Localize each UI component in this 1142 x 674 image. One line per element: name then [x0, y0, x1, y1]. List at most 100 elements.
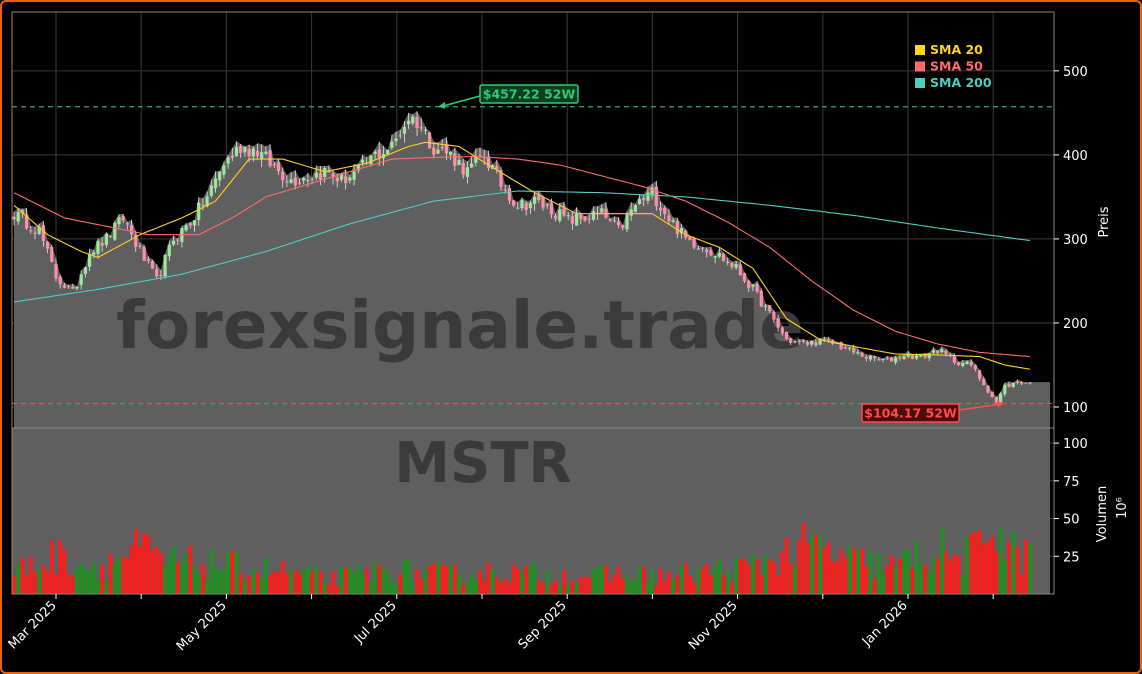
- volume-bar: [297, 573, 302, 594]
- price-fill: [14, 111, 1050, 428]
- candle-body: [213, 178, 218, 189]
- volume-bar: [608, 581, 612, 594]
- volume-bar: [268, 575, 272, 594]
- annotation-low-label: $104.17 52W: [864, 406, 957, 421]
- volume-bar: [226, 551, 230, 594]
- candle-body: [730, 262, 734, 268]
- candle-body: [902, 356, 906, 359]
- volume-bar: [923, 564, 927, 594]
- candle-body: [138, 245, 142, 247]
- volume-bar: [1028, 544, 1032, 594]
- annotation-low-box: [861, 403, 960, 423]
- volume-bar: [856, 549, 860, 594]
- volume-bar: [830, 561, 835, 594]
- volume-bar: [990, 536, 994, 594]
- volume-bar: [814, 535, 818, 594]
- volume-bar: [432, 563, 436, 594]
- volume-tick-label: 50: [1063, 513, 1080, 528]
- candle-body: [1003, 384, 1007, 395]
- candle-body: [952, 356, 956, 363]
- volume-bar: [289, 570, 293, 594]
- x-tick-label: May 2025: [174, 598, 230, 654]
- candle-body: [1024, 382, 1028, 384]
- candle-body: [990, 391, 994, 398]
- volume-bar: [478, 570, 482, 594]
- candle-body: [276, 162, 281, 172]
- volume-bar: [54, 575, 58, 594]
- candle-body: [432, 147, 436, 155]
- candle-body: [558, 209, 562, 221]
- volume-bar: [482, 580, 486, 594]
- volume-bar: [562, 570, 566, 594]
- candle-body: [768, 305, 772, 312]
- volume-bar: [839, 549, 843, 594]
- candle-body: [604, 208, 608, 218]
- candle-body: [805, 342, 810, 345]
- volume-bar: [524, 565, 528, 594]
- candle-body: [272, 164, 276, 166]
- candle-body: [423, 129, 427, 131]
- candle-body: [545, 204, 549, 206]
- volume-bar: [642, 567, 646, 594]
- candle-body: [205, 196, 209, 207]
- volume-bar: [537, 580, 541, 594]
- volume-bar: [881, 573, 885, 594]
- annotation-high-box: [479, 84, 579, 104]
- volume-bar: [914, 540, 919, 594]
- candle-body: [600, 208, 604, 213]
- candle-body: [957, 362, 961, 366]
- candle-body: [579, 215, 583, 219]
- volume-bar: [595, 568, 600, 594]
- price-axis-label: Preis: [1097, 206, 1112, 237]
- volume-bar: [138, 546, 142, 594]
- volume-bar: [465, 581, 470, 594]
- candle-body: [327, 171, 331, 173]
- candle-body: [856, 352, 860, 354]
- annotation-high-arrowhead: [438, 101, 445, 109]
- volume-bar: [776, 575, 780, 594]
- volume-bar: [217, 571, 222, 594]
- volume-bar: [209, 549, 214, 594]
- volume-bar: [528, 566, 533, 594]
- volume-bar: [952, 555, 957, 594]
- candle-body: [407, 120, 411, 125]
- candle-body: [868, 355, 873, 360]
- volume-bar: [503, 578, 507, 594]
- volume-bar: [885, 565, 890, 594]
- candle-body: [944, 350, 948, 354]
- volume-bar: [24, 575, 29, 594]
- volume-bar: [154, 546, 159, 594]
- candle-body: [1015, 381, 1019, 383]
- volume-bar: [662, 580, 667, 594]
- volume-bar: [259, 577, 264, 594]
- volume-bar: [516, 569, 520, 594]
- volume-bar: [192, 566, 197, 594]
- volume-bar: [767, 559, 772, 594]
- candle-body: [285, 181, 289, 183]
- candle-body: [33, 232, 37, 234]
- candle-body: [885, 357, 889, 359]
- candle-body: [398, 135, 402, 137]
- volume-axis-label: Volumen: [1095, 486, 1110, 543]
- volume-bar: [713, 565, 717, 594]
- candle-body: [29, 230, 33, 232]
- candle-body: [50, 247, 54, 262]
- legend-swatch: [915, 45, 925, 55]
- volume-bar: [390, 582, 394, 594]
- volume-bar: [402, 560, 407, 594]
- candle-body: [146, 259, 150, 261]
- candle-body: [176, 239, 180, 241]
- volume-bar: [499, 582, 503, 594]
- volume-bar: [423, 569, 428, 594]
- candle-body: [906, 353, 910, 357]
- candle-body: [654, 186, 658, 207]
- candle-body: [658, 207, 663, 211]
- x-tick-label: Jul 2025: [351, 598, 400, 647]
- candle-body: [999, 393, 1003, 404]
- candle-body: [150, 261, 155, 269]
- candle-body: [793, 341, 797, 343]
- volume-bar: [545, 569, 549, 594]
- volume-bar: [495, 577, 499, 594]
- volume-bar: [843, 557, 848, 594]
